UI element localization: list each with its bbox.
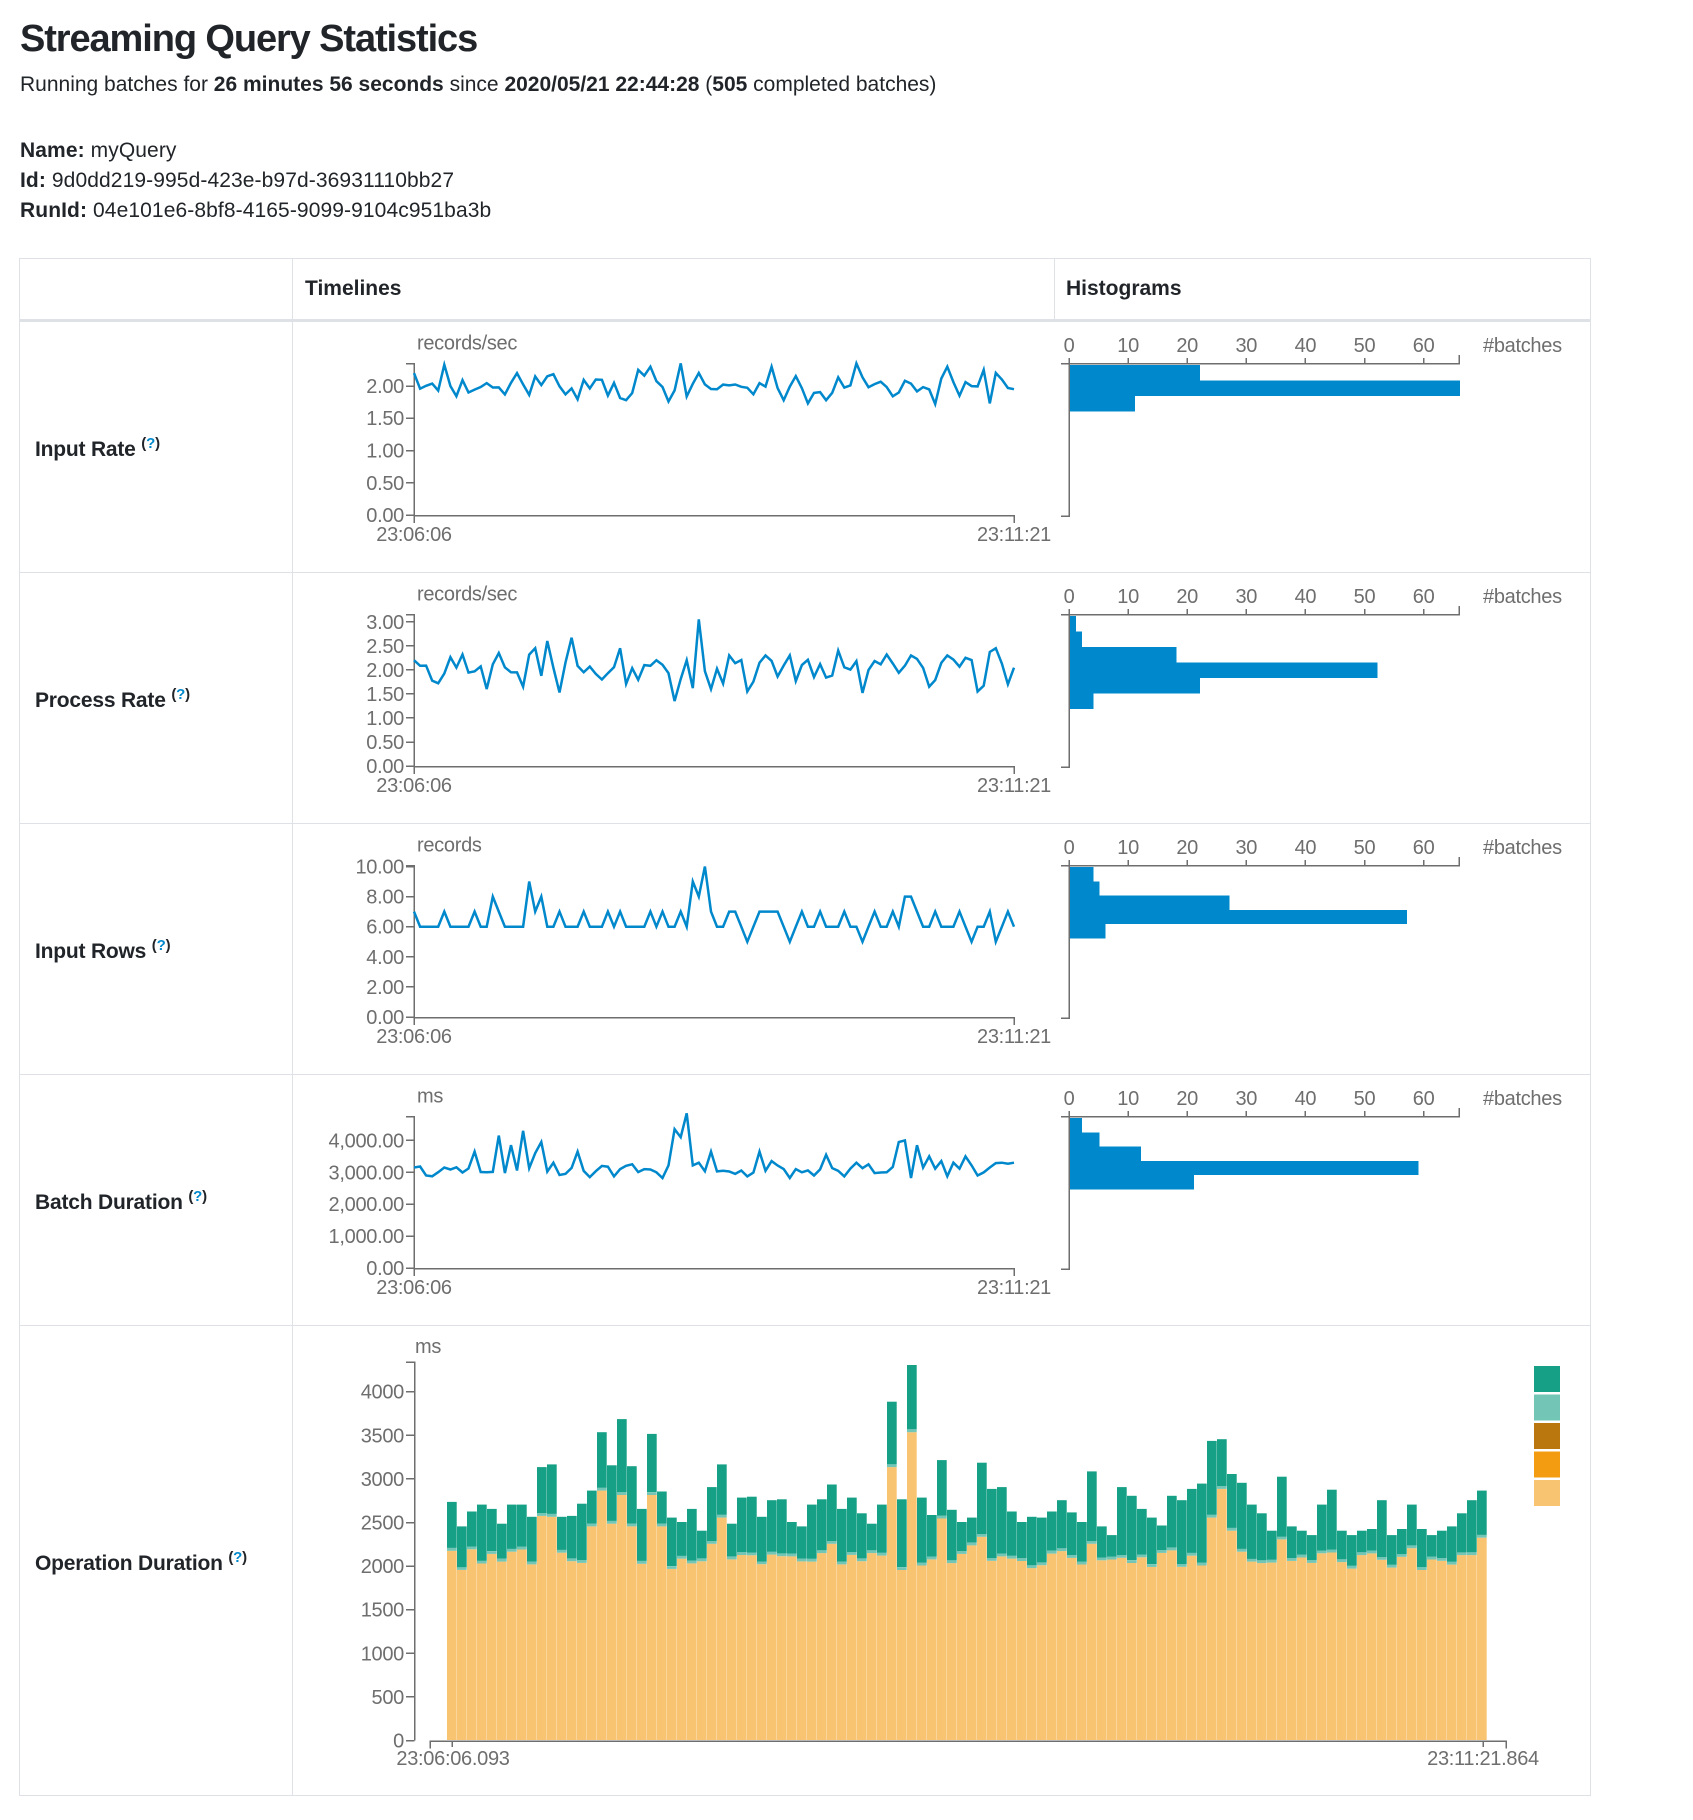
- svg-text:4.00: 4.00: [366, 947, 404, 969]
- svg-text:1.50: 1.50: [366, 684, 404, 706]
- svg-text:20: 20: [1176, 837, 1198, 859]
- svg-text:3500: 3500: [361, 1425, 404, 1447]
- svg-text:30: 30: [1235, 586, 1257, 608]
- svg-text:60: 60: [1413, 1088, 1435, 1110]
- svg-text:60: 60: [1413, 837, 1435, 859]
- svg-text:40: 40: [1295, 837, 1317, 859]
- svg-text:0.00: 0.00: [366, 505, 404, 527]
- svg-text:records/sec: records/sec: [417, 333, 517, 355]
- svg-text:20: 20: [1176, 1088, 1198, 1110]
- svg-text:1500: 1500: [361, 1600, 404, 1622]
- svg-text:10: 10: [1117, 586, 1139, 608]
- svg-text:2.00: 2.00: [366, 660, 404, 682]
- svg-text:2.00: 2.00: [366, 376, 404, 398]
- svg-text:0.50: 0.50: [366, 473, 404, 495]
- svg-text:#batches: #batches: [1483, 1088, 1562, 1110]
- svg-text:30: 30: [1235, 1088, 1257, 1110]
- svg-text:1,000.00: 1,000.00: [329, 1226, 405, 1248]
- svg-text:500: 500: [372, 1687, 405, 1709]
- svg-text:6.00: 6.00: [366, 917, 404, 939]
- svg-text:23:11:21: 23:11:21: [977, 1026, 1051, 1048]
- svg-text:40: 40: [1295, 335, 1317, 357]
- svg-text:4,000.00: 4,000.00: [329, 1130, 405, 1152]
- svg-text:#batches: #batches: [1483, 586, 1562, 608]
- svg-text:0.00: 0.00: [366, 1258, 404, 1280]
- svg-text:ms: ms: [415, 1336, 441, 1358]
- svg-text:0.00: 0.00: [366, 756, 404, 778]
- svg-text:23:11:21.864: 23:11:21.864: [1427, 1748, 1539, 1770]
- svg-text:1.50: 1.50: [366, 408, 404, 430]
- svg-text:23:06:06: 23:06:06: [376, 1026, 452, 1048]
- svg-text:60: 60: [1413, 335, 1435, 357]
- svg-text:2500: 2500: [361, 1513, 404, 1535]
- svg-text:records/sec: records/sec: [417, 584, 517, 606]
- svg-text:2,000.00: 2,000.00: [329, 1194, 405, 1216]
- svg-text:60: 60: [1413, 586, 1435, 608]
- svg-text:ms: ms: [417, 1086, 443, 1108]
- svg-text:0: 0: [1064, 837, 1075, 859]
- svg-text:10: 10: [1117, 335, 1139, 357]
- svg-text:50: 50: [1354, 1088, 1376, 1110]
- svg-text:10: 10: [1117, 1088, 1139, 1110]
- svg-text:records: records: [417, 835, 482, 857]
- svg-text:0.00: 0.00: [366, 1007, 404, 1029]
- svg-text:1.00: 1.00: [366, 441, 404, 463]
- svg-text:3.00: 3.00: [366, 612, 404, 634]
- svg-text:1.00: 1.00: [366, 708, 404, 730]
- svg-text:30: 30: [1235, 837, 1257, 859]
- svg-text:3,000.00: 3,000.00: [329, 1162, 405, 1184]
- svg-text:30: 30: [1235, 335, 1257, 357]
- svg-text:#batches: #batches: [1483, 837, 1562, 859]
- svg-text:23:11:21: 23:11:21: [977, 524, 1051, 546]
- svg-text:23:06:06: 23:06:06: [376, 524, 452, 546]
- svg-text:23:06:06: 23:06:06: [376, 775, 452, 797]
- svg-text:23:11:21: 23:11:21: [977, 775, 1051, 797]
- svg-text:4000: 4000: [361, 1382, 404, 1404]
- svg-text:3000: 3000: [361, 1469, 404, 1491]
- svg-text:#batches: #batches: [1483, 335, 1562, 357]
- svg-text:2.00: 2.00: [366, 977, 404, 999]
- svg-text:0: 0: [1064, 335, 1075, 357]
- svg-text:0.50: 0.50: [366, 732, 404, 754]
- svg-text:40: 40: [1295, 586, 1317, 608]
- svg-text:23:06:06: 23:06:06: [376, 1277, 452, 1299]
- svg-text:50: 50: [1354, 837, 1376, 859]
- svg-text:0: 0: [1064, 1088, 1075, 1110]
- svg-text:0: 0: [393, 1731, 404, 1753]
- svg-text:10: 10: [1117, 837, 1139, 859]
- svg-text:2000: 2000: [361, 1556, 404, 1578]
- svg-text:23:06:06.093: 23:06:06.093: [396, 1748, 509, 1770]
- svg-text:50: 50: [1354, 335, 1376, 357]
- svg-text:23:11:21: 23:11:21: [977, 1277, 1051, 1299]
- svg-text:20: 20: [1176, 335, 1198, 357]
- svg-text:0: 0: [1064, 586, 1075, 608]
- svg-text:1000: 1000: [361, 1643, 404, 1665]
- svg-text:50: 50: [1354, 586, 1376, 608]
- svg-text:2.50: 2.50: [366, 636, 404, 658]
- svg-text:8.00: 8.00: [366, 887, 404, 909]
- svg-text:20: 20: [1176, 586, 1198, 608]
- svg-text:10.00: 10.00: [355, 857, 404, 879]
- svg-text:40: 40: [1295, 1088, 1317, 1110]
